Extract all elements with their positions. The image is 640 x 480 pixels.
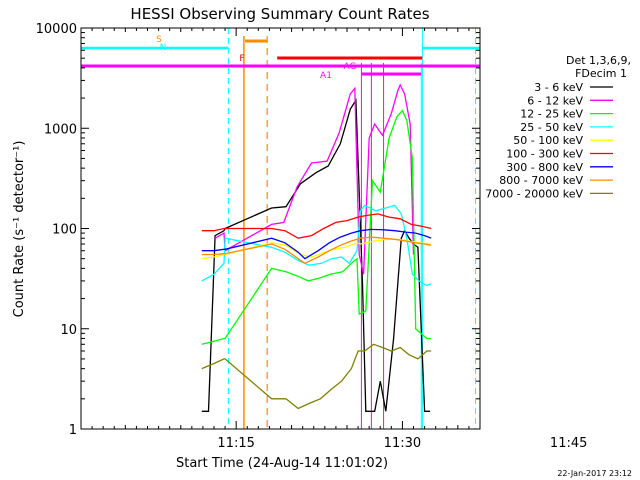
legend-label-5: 100 - 300 keV [506,148,583,161]
y-tick-label: 10 [60,323,77,338]
y-tick-label: 10000 [36,22,77,37]
series-line-8 [201,343,432,410]
y-tick-label: 1 [69,423,77,438]
x-tick-label: 11:30 [384,436,421,451]
legend-header-line2: FDecim 1 [575,67,627,80]
legend-label-1: 6 - 12 keV [527,94,583,107]
series-line-1 [214,83,415,275]
series-line-5 [201,213,432,239]
plot-area: SN F A1 AG [81,28,480,429]
legend-label-8: 7000 - 20000 keV [485,187,583,200]
legend-header-line1: Det 1,3,6,9, [566,54,631,67]
legend-label-7: 800 - 7000 keV [499,174,583,187]
flag-label-f: F [239,54,244,64]
footer-date: 22-Jan-2017 23:12 [557,469,632,478]
y-axis-label: Count Rate (s⁻¹ detector⁻¹) [12,141,27,318]
axes: 11010010001000011:1511:3011:4512:0012:15… [36,22,588,451]
flag-label-ag: AG [344,62,357,72]
x-axis-label: Start Time (24-Aug-14 11:01:02) [176,456,388,471]
plot-frame [80,27,481,430]
series-line-3 [201,204,432,287]
legend-label-4: 50 - 100 keV [513,134,583,147]
y-tick-label: 1000 [44,122,77,137]
legend-label-6: 300 - 800 keV [506,161,583,174]
x-tick-label: 11:15 [217,436,254,451]
legend-label-3: 25 - 50 keV [520,121,583,134]
legend-label-0: 3 - 6 keV [534,81,583,94]
legend-label-2: 12 - 25 keV [520,108,583,121]
series-line-7 [201,236,432,265]
x-tick-label: 11:45 [550,436,587,451]
flag-label-n: N [160,43,167,53]
series-line-0 [201,98,431,412]
y-tick-label: 100 [52,223,77,238]
series-line-2 [201,109,432,345]
flag-label-a1: A1 [320,71,332,81]
chart-title: HESSI Observing Summary Count Rates [130,5,429,23]
series-line-6 [201,228,432,260]
series-line-4 [201,238,432,260]
flag-label-s: S [156,35,162,45]
